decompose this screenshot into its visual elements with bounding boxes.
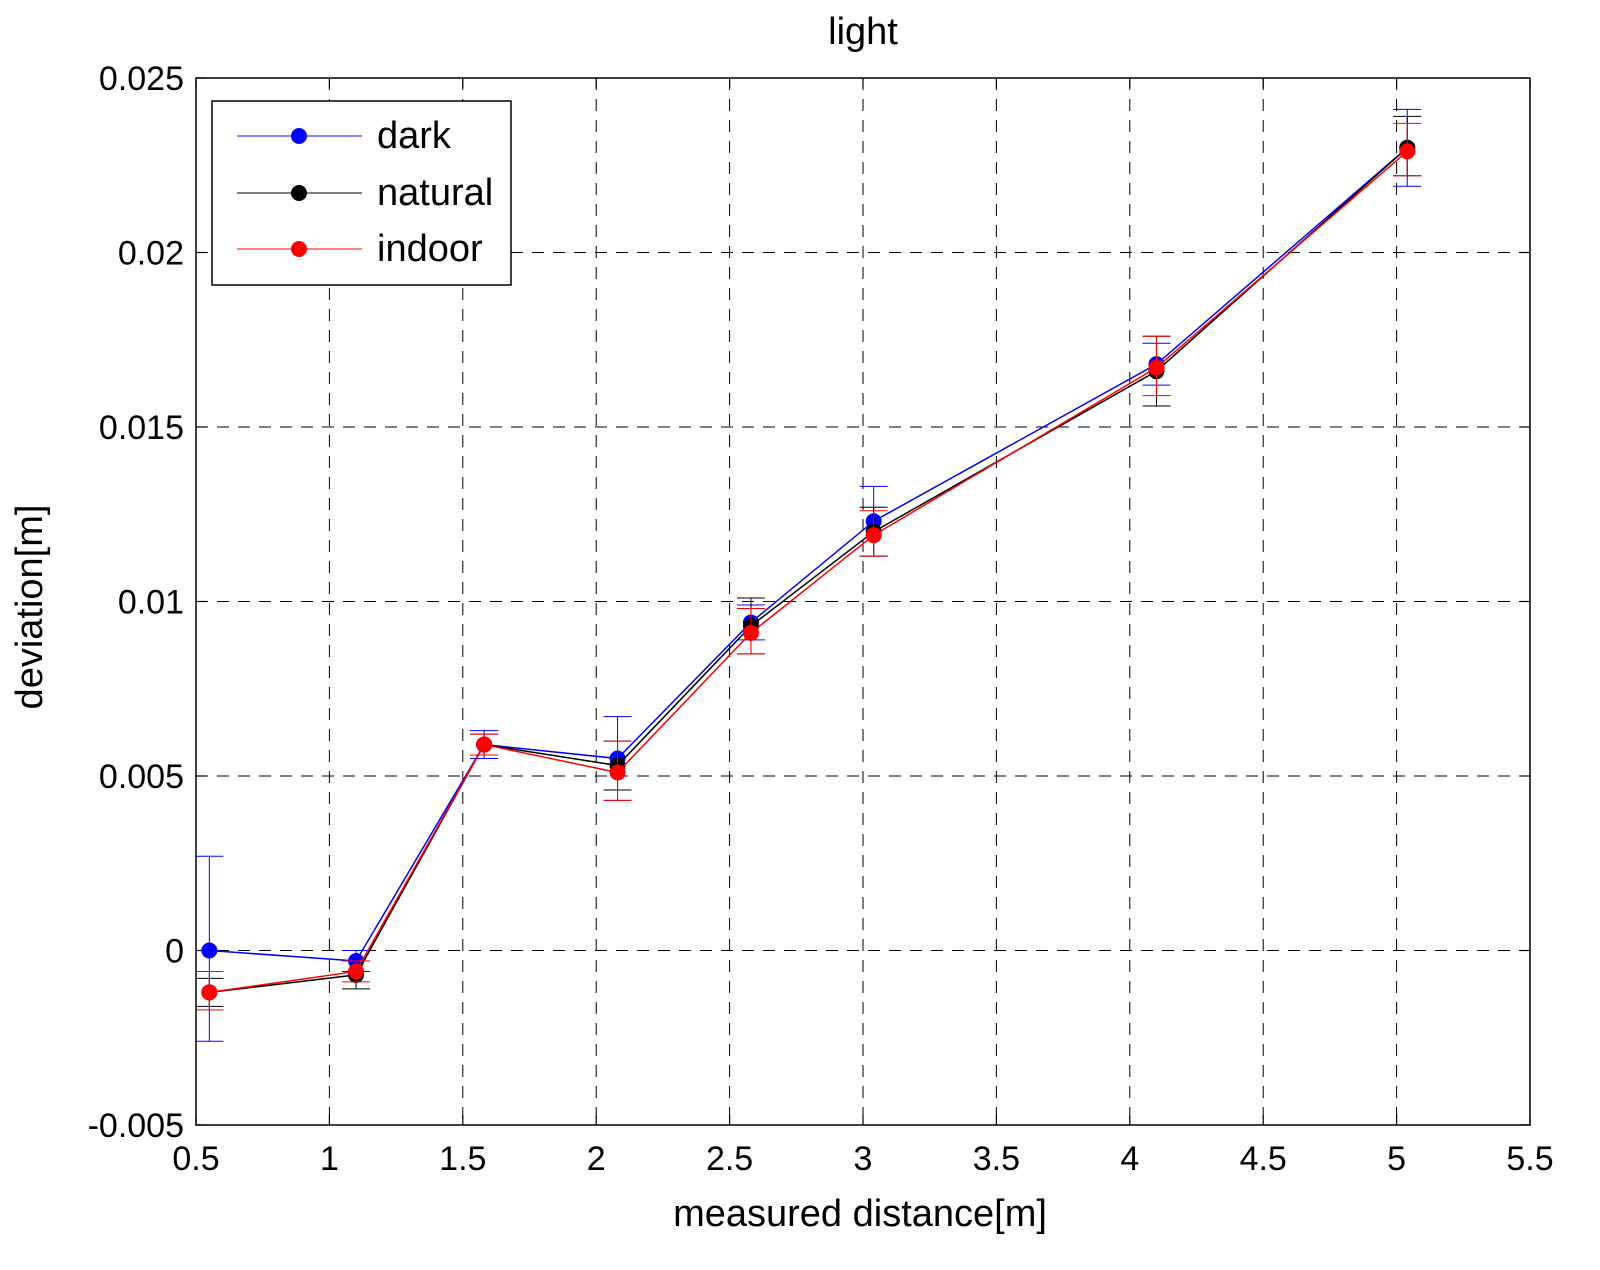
legend-marker-dark: [291, 128, 307, 144]
x-tick-label: 4.5: [1240, 1140, 1287, 1178]
data-point-indoor: [476, 736, 493, 753]
x-tick-label: 4: [1120, 1140, 1139, 1178]
legend-entry-dark: dark: [237, 115, 452, 157]
x-tick-label: 5.5: [1506, 1140, 1553, 1178]
series-indoor: [195, 122, 1422, 1011]
x-tick-label: 3: [854, 1140, 873, 1178]
ticks: 0.5 1 1.5 2 2.5 3 3.5 4 4.5 5 5.5 -0.005 0 0.005 0.01 0…: [88, 60, 1554, 1178]
data-point-indoor: [1399, 143, 1416, 160]
series-group: [195, 108, 1422, 1042]
data-point-indoor: [742, 624, 759, 641]
data-point-dark: [201, 942, 218, 959]
series-line-indoor: [209, 150, 1408, 994]
x-tick-label: 3.5: [973, 1140, 1020, 1178]
x-tick-label: 1.5: [439, 1140, 486, 1178]
series-line-natural: [209, 147, 1408, 994]
y-tick-label: 0: [165, 933, 184, 971]
x-tick-label: 1: [320, 1140, 339, 1178]
x-tick-label: 5: [1387, 1140, 1406, 1178]
data-point-indoor: [865, 527, 882, 544]
y-tick-label: 0.01: [118, 584, 184, 622]
x-axis-label: measured distance[m]: [673, 1193, 1047, 1235]
x-tick-label: 2: [587, 1140, 606, 1178]
legend-label-indoor: indoor: [377, 228, 483, 270]
data-point-indoor: [201, 984, 218, 1001]
y-tick-label: 0.005: [99, 758, 184, 796]
legend-entry-indoor: indoor: [237, 228, 483, 270]
legend-label-dark: dark: [377, 115, 452, 157]
legend-label-natural: natural: [377, 172, 493, 214]
data-point-indoor: [609, 764, 626, 781]
x-tick-label: 2.5: [706, 1140, 753, 1178]
legend: dark natural indoor: [211, 100, 512, 286]
data-point-indoor: [1148, 359, 1165, 376]
y-tick-label: 0.015: [99, 409, 184, 447]
y-tick-label: 0.02: [118, 235, 184, 273]
chart-title: light: [828, 11, 898, 53]
y-axis-label: deviation[m]: [9, 505, 51, 710]
series-line-dark: [209, 147, 1408, 962]
y-tick-label: 0.025: [99, 60, 184, 98]
legend-marker-natural: [291, 185, 307, 201]
y-tick-label: -0.005: [88, 1107, 184, 1145]
legend-marker-indoor: [291, 241, 307, 257]
legend-entry-natural: natural: [237, 172, 493, 214]
x-tick-label: 0.5: [172, 1140, 219, 1178]
data-point-indoor: [348, 963, 365, 980]
